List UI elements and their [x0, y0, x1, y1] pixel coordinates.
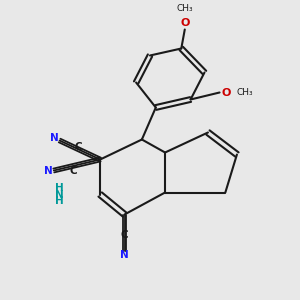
- Text: H: H: [55, 183, 64, 193]
- Text: N: N: [55, 190, 64, 200]
- Text: C: C: [121, 230, 128, 239]
- Text: CH₃: CH₃: [236, 88, 253, 97]
- Text: N: N: [50, 133, 58, 143]
- Text: C: C: [70, 166, 77, 176]
- Text: O: O: [180, 18, 190, 28]
- Text: H: H: [55, 196, 64, 206]
- Text: CH₃: CH₃: [176, 4, 193, 13]
- Text: O: O: [221, 88, 230, 98]
- Text: C: C: [74, 142, 82, 152]
- Text: N: N: [120, 250, 129, 260]
- Text: N: N: [44, 166, 53, 176]
